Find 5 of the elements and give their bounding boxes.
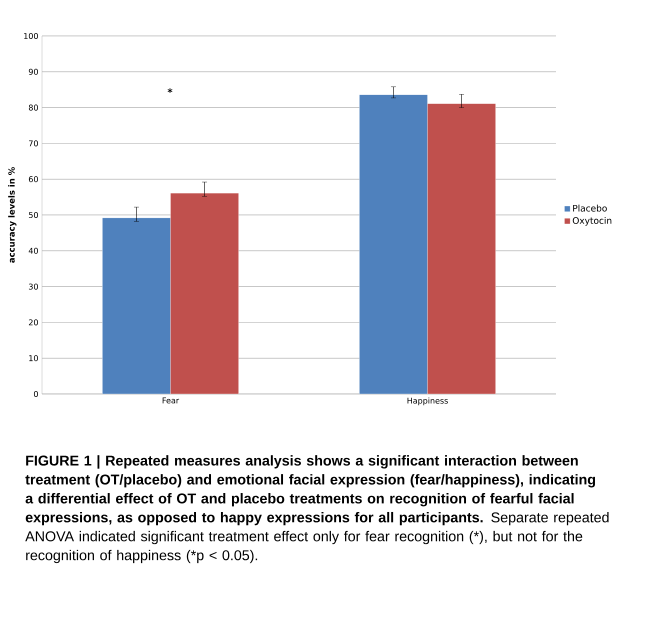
text: FIGURE 1 | Repeated measures analysis shows a significant interaction between treatment (OT/placebo) and emotional facial expression (fear/happiness), indicating a differential effect of OT and placebo treatments on recognition of fearful facial expressions, as opposed to happy expressions for all participants. Separate repeated ANOVA indicated significant treatment effect only for fear recognition (*), but not for the recognition of happiness (*p < 0.05). — [25, 455, 609, 564]
legend-label: Oxytocin — [572, 216, 612, 226]
y-axis-title: accuracy levels in % — [8, 167, 16, 263]
annotation: * — [168, 88, 172, 93]
legend-label: Placebo — [573, 204, 607, 212]
